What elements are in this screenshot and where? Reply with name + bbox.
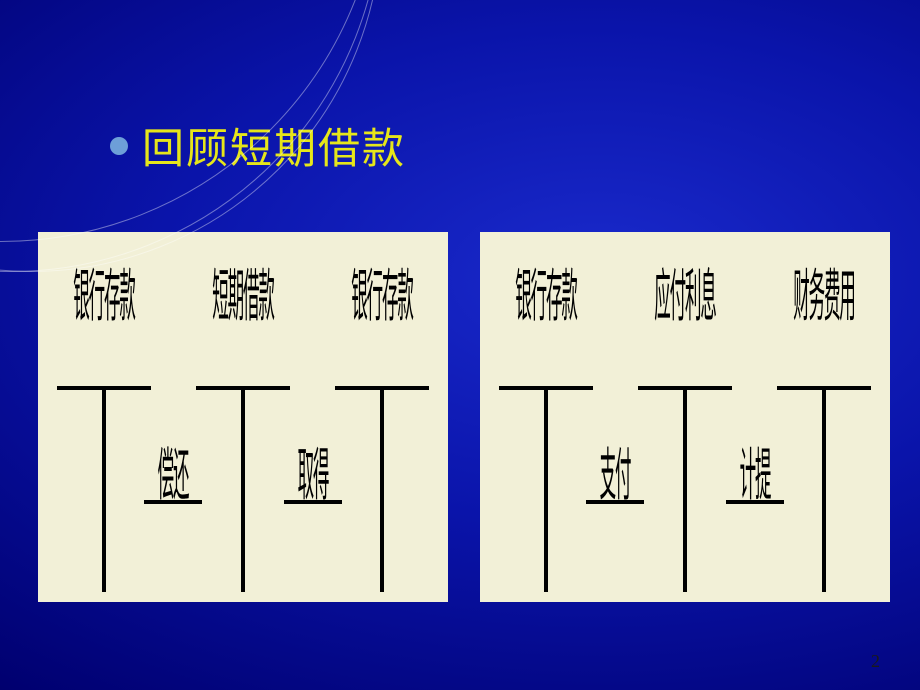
page-number: 2: [871, 651, 880, 672]
title-block: 回顾短期借款: [110, 115, 406, 176]
t-account-header: 财务费用: [786, 270, 863, 327]
panels-row: 银行存款短期借款银行存款偿还取得 银行存款应付利息财务费用支付计提: [38, 232, 890, 602]
t-account-stem: [683, 386, 687, 592]
t-account-stem: [102, 386, 106, 592]
slide-title: 回顾短期借款: [142, 115, 406, 176]
t-account-stem: [544, 386, 548, 592]
t-account-stem: [241, 386, 245, 592]
t-account-stem: [822, 386, 826, 592]
t-account-header: 应付利息: [647, 270, 724, 327]
t-account-panel-right: 银行存款应付利息财务费用支付计提: [480, 232, 890, 602]
t-account-panel-left: 银行存款短期借款银行存款偿还取得: [38, 232, 448, 602]
t-account-header: 银行存款: [507, 270, 584, 327]
t-account-header: 银行存款: [65, 270, 142, 327]
entry-underline: [726, 500, 784, 504]
entry-underline: [284, 500, 342, 504]
t-account-header: 短期借款: [205, 270, 282, 327]
t-account-stem: [380, 386, 384, 592]
bullet-icon: [110, 137, 128, 155]
entry-underline: [144, 500, 202, 504]
t-account-header: 银行存款: [344, 270, 421, 327]
entry-underline: [586, 500, 644, 504]
slide: 回顾短期借款 银行存款短期借款银行存款偿还取得 银行存款应付利息财务费用支付计提…: [0, 0, 920, 690]
